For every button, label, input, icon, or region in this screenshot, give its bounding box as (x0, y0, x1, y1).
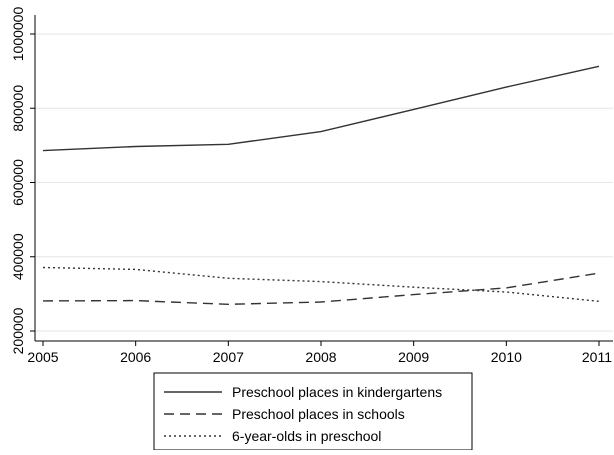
y-tick-label: 800000 (10, 85, 26, 132)
legend: Preschool places in kindergartens Prescho… (153, 372, 473, 451)
x-tick-label: 2005 (27, 349, 58, 365)
legend-label: Preschool places in kindergartens (232, 384, 442, 400)
x-tick-label: 2010 (491, 349, 522, 365)
x-tick-label: 2007 (213, 349, 244, 365)
y-tick-label: 1000000 (10, 7, 26, 62)
y-tick-label: 400000 (10, 233, 26, 280)
y-tick-label: 200000 (10, 307, 26, 354)
x-tick-label: 2009 (398, 349, 429, 365)
x-tick-label: 2008 (305, 349, 336, 365)
legend-box (153, 372, 473, 451)
series-lines (42, 65, 600, 306)
legend-label: 6-year-olds in preschool (232, 428, 381, 444)
grid-lines (35, 33, 613, 332)
y-tick-label: 600000 (10, 159, 26, 206)
x-tick-label: 2011 (582, 349, 612, 365)
legend-label: Preschool places in schools (232, 406, 405, 422)
series-line-1 (42, 65, 600, 152)
series-line-2 (42, 272, 600, 306)
x-tick-label: 2006 (120, 349, 151, 365)
series-line-3 (42, 266, 600, 302)
axes: 200000 400000 600000 800000 1000000 2005 2006 2… (10, 7, 613, 365)
